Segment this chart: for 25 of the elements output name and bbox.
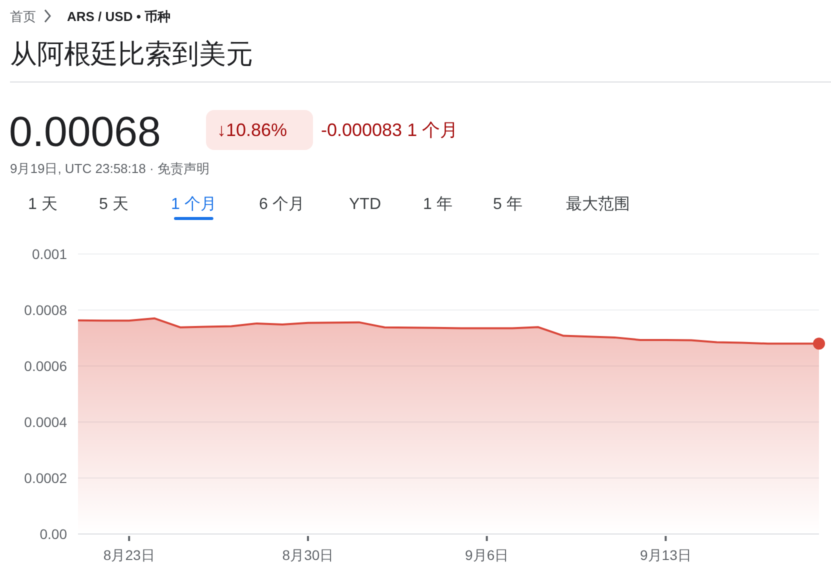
x-tick-label: 8月30日	[282, 547, 334, 563]
text: 1 个月	[171, 195, 216, 213]
text: ↓10.86%	[217, 120, 288, 140]
y-tick-label: 0.001	[32, 246, 68, 262]
y-tick-label: 0.0006	[24, 358, 68, 374]
x-tick-label: 9月6日	[465, 547, 509, 563]
text: 0.00068	[9, 108, 161, 155]
y-tick-label: 0.00	[40, 526, 68, 542]
text: 最大范围	[566, 195, 630, 213]
text: 首页	[10, 9, 36, 24]
y-tick-label: 0.0004	[24, 414, 68, 430]
text: 5 天	[99, 196, 128, 213]
text: -0.000083 1 个月	[321, 120, 458, 140]
text: ARS / USD • 币种	[67, 9, 171, 24]
text: 9月19日, UTC 23:58:18 · 免责声明	[10, 161, 210, 176]
text: 6 个月	[259, 195, 304, 213]
text: YTD	[349, 196, 381, 213]
text: 5 年	[493, 196, 522, 213]
y-tick-label: 0.0008	[24, 302, 68, 318]
text: 1 年	[423, 196, 452, 213]
y-tick-label: 0.0002	[24, 470, 68, 486]
x-tick-label: 9月13日	[640, 547, 692, 563]
text: 1 天	[28, 196, 58, 213]
title: 从阿根廷比索到美元	[10, 39, 253, 69]
x-tick-label: 8月23日	[103, 547, 155, 563]
